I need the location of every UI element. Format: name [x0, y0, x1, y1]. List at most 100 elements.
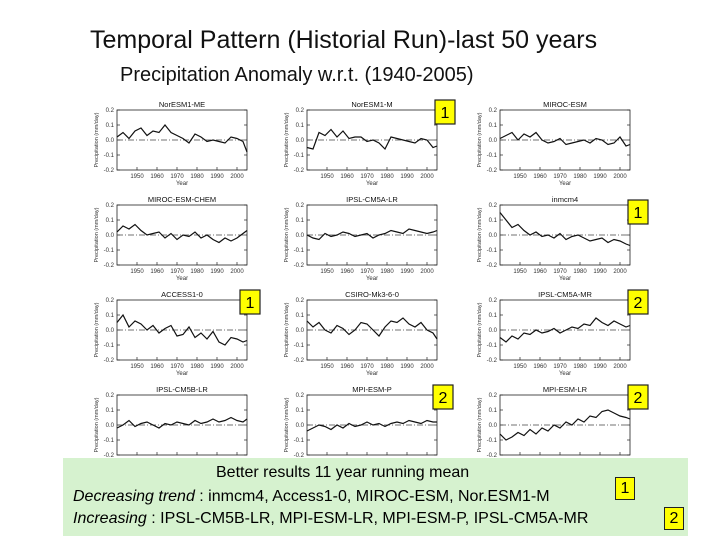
y-tick-label: -0.2 — [104, 358, 115, 364]
x-tick-label: 1990 — [400, 364, 414, 370]
x-tick-label: 1980 — [573, 174, 587, 180]
panel-ipsl-cm5a-mr: 0.2 0.1 0.0 -0.1 -0.2 1950 1960 1970 1980 1990 200… — [477, 290, 631, 377]
x-tick-label: 2000 — [230, 269, 244, 275]
decreasing-models: : inmcm4, Access1-0, MIROC-ESM, Nor.ESM1… — [194, 488, 550, 505]
x-tick-label: 1960 — [340, 269, 354, 275]
x-tick-label: 1990 — [593, 174, 607, 180]
x-tick-label: 1980 — [190, 269, 204, 275]
x-tick-label: 1990 — [593, 364, 607, 370]
rank-badge: 2 — [627, 384, 649, 410]
y-tick-label: -0.1 — [104, 153, 115, 159]
rank-badge: 2 — [627, 289, 649, 315]
y-axis-label: Precipitation (mm/day) — [284, 397, 290, 452]
x-tick-label: 1960 — [533, 364, 547, 370]
y-tick-label: -0.2 — [487, 263, 498, 269]
x-tick-label: 1980 — [190, 364, 204, 370]
panel-title: IPSL-CM5A-LR — [346, 195, 398, 204]
x-tick-label: 1980 — [573, 269, 587, 275]
y-tick-label: 0.2 — [296, 298, 305, 304]
x-tick-label: 1950 — [513, 364, 527, 370]
series-line — [306, 228, 438, 241]
y-tick-label: 0.0 — [489, 138, 498, 144]
y-tick-label: 0.2 — [106, 298, 115, 304]
x-tick-label: 1990 — [593, 269, 607, 275]
y-tick-label: 0.0 — [106, 233, 115, 239]
y-axis-label: Precipitation (mm/day) — [284, 302, 290, 357]
rank-badge-box — [627, 289, 649, 315]
series-line — [499, 409, 631, 441]
y-tick-label: 0.1 — [489, 408, 498, 414]
y-tick-label: -0.2 — [294, 168, 305, 174]
y-tick-label: -0.2 — [487, 358, 498, 364]
x-axis-label: Year — [559, 371, 571, 377]
x-tick-label: 2000 — [420, 364, 434, 370]
y-tick-label: 0.2 — [106, 108, 115, 114]
x-tick-label: 1970 — [170, 364, 184, 370]
x-tick-label: 1950 — [130, 174, 144, 180]
rank-badge: 1 — [627, 199, 649, 225]
panel-title: inmcm4 — [552, 195, 578, 204]
x-tick-label: 1980 — [190, 174, 204, 180]
y-tick-label: -0.1 — [294, 248, 305, 254]
x-tick-label: 1990 — [400, 174, 414, 180]
y-tick-label: 0.0 — [489, 233, 498, 239]
y-tick-label: 0.2 — [489, 298, 498, 304]
increasing-label: Increasing — [73, 510, 147, 527]
x-axis-label: Year — [366, 181, 378, 187]
y-tick-label: -0.1 — [104, 438, 115, 444]
rank-badge-box — [627, 384, 649, 410]
series-line — [499, 317, 631, 343]
x-tick-label: 1960 — [150, 269, 164, 275]
summary-heading: Better results 11 year running mean — [216, 464, 470, 481]
rank-badge-box — [432, 384, 454, 410]
y-tick-label: -0.2 — [294, 358, 305, 364]
x-tick-label: 1970 — [553, 174, 567, 180]
panel-noresm1-m: 0.2 0.1 0.0 -0.1 -0.2 1950 1960 1970 1980 1990 200… — [284, 100, 438, 187]
increasing-line: Increasing : IPSL-CM5B-LR, MPI-ESM-LR, M… — [73, 510, 588, 528]
rank-badge-box — [434, 99, 456, 125]
x-tick-label: 1980 — [573, 364, 587, 370]
x-tick-label: 2000 — [613, 174, 627, 180]
y-tick-label: 0.1 — [296, 313, 305, 319]
y-axis-label: Precipitation (mm/day) — [284, 207, 290, 262]
y-axis-label: Precipitation (mm/day) — [477, 302, 483, 357]
panel-title: MPI-ESM-P — [352, 385, 392, 394]
x-tick-label: 1970 — [360, 174, 374, 180]
x-tick-label: 1980 — [380, 269, 394, 275]
x-axis-label: Year — [366, 371, 378, 377]
y-tick-label: 0.2 — [489, 203, 498, 209]
y-tick-label: 0.1 — [489, 313, 498, 319]
rank-badge: 1 — [434, 99, 456, 125]
x-tick-label: 1960 — [150, 364, 164, 370]
x-axis-label: Year — [559, 181, 571, 187]
x-tick-label: 1970 — [170, 174, 184, 180]
y-tick-label: -0.1 — [294, 153, 305, 159]
x-tick-label: 1960 — [340, 174, 354, 180]
x-axis-label: Year — [176, 276, 188, 282]
panel-title: MIROC-ESM-CHEM — [148, 195, 216, 204]
x-axis-label: Year — [366, 276, 378, 282]
y-tick-label: 0.1 — [106, 313, 115, 319]
x-axis-label: Year — [176, 371, 188, 377]
x-tick-label: 2000 — [230, 174, 244, 180]
increasing-rank-box: 2 — [664, 507, 684, 530]
y-tick-label: 0.1 — [489, 218, 498, 224]
y-tick-label: 0.2 — [489, 108, 498, 114]
summary-box: Better results 11 year running mean Decr… — [63, 458, 688, 536]
panel-inmcm4: 0.2 0.1 0.0 -0.1 -0.2 1950 1960 1970 1980 1990 200… — [477, 195, 631, 282]
series-line — [499, 131, 631, 147]
y-tick-label: -0.1 — [104, 343, 115, 349]
y-tick-label: 0.2 — [296, 203, 305, 209]
rank-badge-box — [627, 199, 649, 225]
panel-title: ACCESS1-0 — [161, 290, 203, 299]
x-tick-label: 1980 — [380, 174, 394, 180]
y-tick-label: -0.1 — [487, 153, 498, 159]
series-line — [116, 416, 248, 429]
rank-badge-label: 2 — [634, 390, 643, 407]
y-tick-label: -0.2 — [104, 263, 115, 269]
y-tick-label: 0.1 — [489, 123, 498, 129]
series-line — [306, 128, 438, 151]
y-tick-label: 0.1 — [296, 123, 305, 129]
y-tick-label: 0.0 — [106, 138, 115, 144]
y-tick-label: 0.2 — [296, 393, 305, 399]
